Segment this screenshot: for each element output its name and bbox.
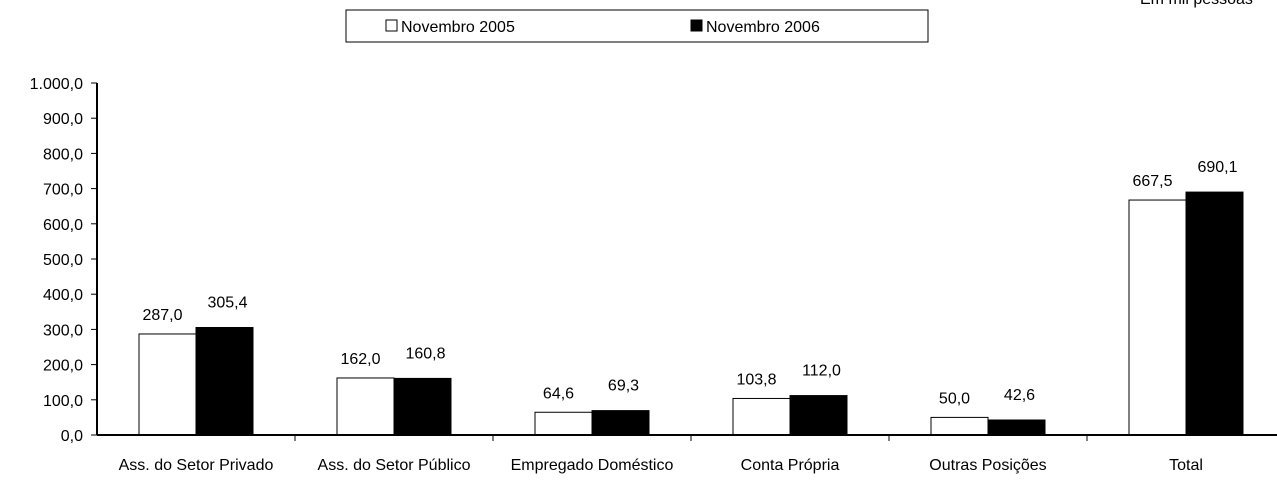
bar [1128, 199, 1187, 436]
value-label: 287,0 [142, 307, 182, 324]
bar [930, 416, 989, 436]
legend-box [345, 9, 929, 43]
value-label: 667,5 [1132, 173, 1172, 190]
value-label: 160,8 [405, 345, 445, 362]
bar [138, 333, 197, 436]
y-tick-label: 700,0 [43, 182, 83, 199]
bar [987, 419, 1046, 436]
x-tick-label: Ass. do Setor Público [317, 457, 471, 474]
y-tick-label: 200,0 [43, 358, 83, 375]
y-tick-label: 500,0 [43, 252, 83, 269]
bar [534, 411, 593, 436]
y-tick-label: 600,0 [43, 217, 83, 234]
legend-swatch [385, 19, 398, 32]
y-tick-label: 300,0 [43, 322, 83, 339]
x-tick-label: Outras Posições [929, 457, 1047, 474]
value-label: 64,6 [543, 385, 574, 402]
value-label: 305,4 [207, 294, 247, 311]
y-tick-label: 0,0 [61, 428, 83, 445]
x-tick-label: Empregado Doméstico [510, 457, 674, 474]
value-label: 50,0 [939, 390, 970, 407]
bar [789, 395, 848, 436]
bar [732, 397, 791, 436]
legend-label: Novembro 2006 [706, 19, 820, 36]
y-tick-label: 800,0 [43, 146, 83, 163]
x-tick-label: Total [1169, 457, 1203, 474]
unit-note: Em mil pessoas [1140, 0, 1253, 8]
x-tick-label: Ass. do Setor Privado [118, 457, 274, 474]
bar [336, 377, 395, 436]
value-label: 69,3 [608, 378, 639, 395]
value-label: 162,0 [340, 351, 380, 368]
y-tick-label: 100,0 [43, 393, 83, 410]
bar [1185, 191, 1244, 436]
value-label: 690,1 [1197, 159, 1237, 176]
y-tick-label: 1.000,0 [30, 76, 83, 93]
bar [591, 410, 650, 436]
legend-swatch [690, 19, 703, 32]
value-label: 112,0 [802, 363, 841, 380]
value-label: 103,8 [736, 371, 776, 388]
value-label: 42,6 [1004, 387, 1035, 404]
y-tick-label: 900,0 [43, 111, 83, 128]
bar [393, 377, 452, 436]
y-tick-label: 400,0 [43, 287, 83, 304]
legend-label: Novembro 2005 [401, 19, 515, 36]
x-tick-label: Conta Própria [740, 457, 840, 474]
bar [195, 326, 254, 436]
